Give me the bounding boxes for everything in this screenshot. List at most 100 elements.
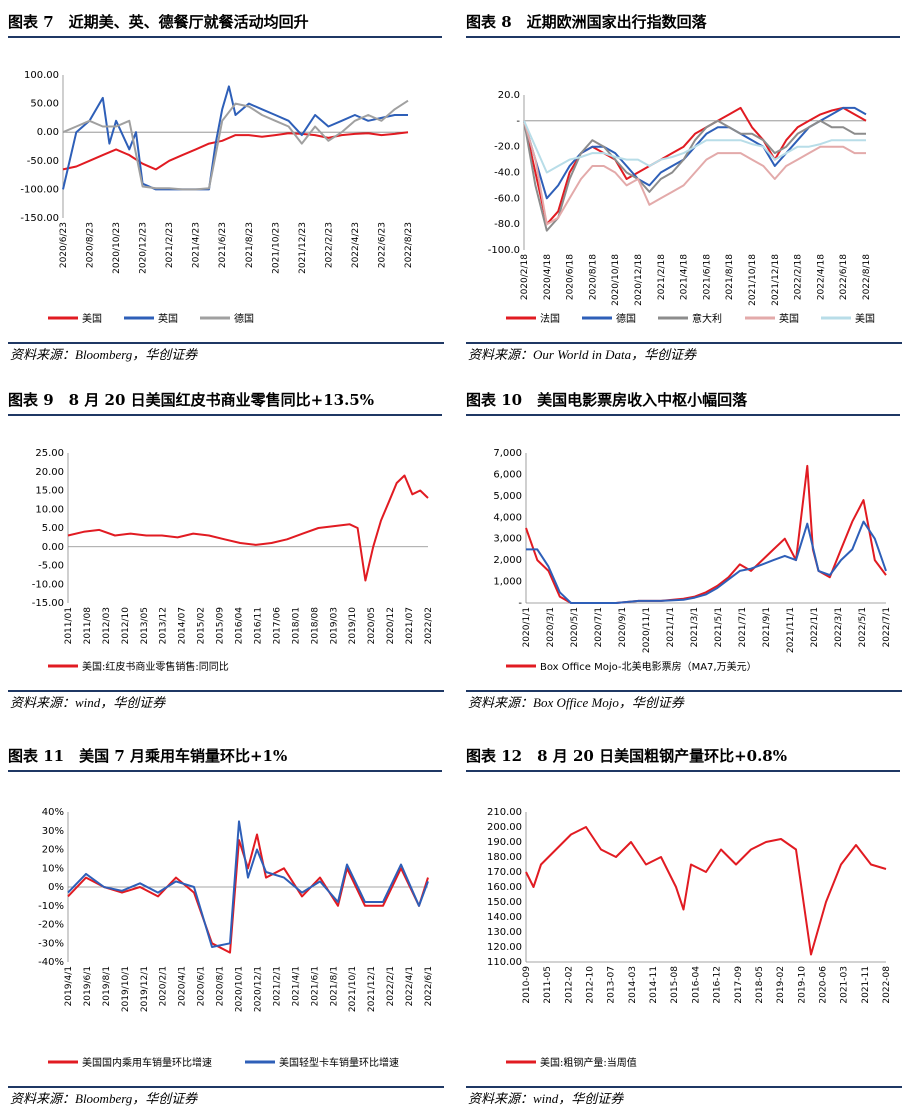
- x-tick-label: 2022/7/1: [882, 607, 892, 647]
- chart-source: 资料来源：Bloomberg，华创证券: [8, 1086, 444, 1110]
- legend-label: 美国:红皮书商业零售销售:同同比: [82, 660, 229, 673]
- x-tick-label: 2020/8/23: [86, 222, 96, 268]
- series-line-0: [62, 131, 409, 171]
- x-tick-label: 2018/01: [291, 607, 301, 644]
- y-tick-label: 5.00: [42, 523, 64, 534]
- legend-label: 美国: [855, 312, 875, 325]
- x-tick-label: 2011-05: [543, 966, 553, 1004]
- legend-label: 德国: [234, 312, 254, 325]
- y-tick-label: -: [516, 116, 520, 127]
- x-tick-label: 2012-10: [586, 966, 596, 1004]
- x-tick-label: 2021/2/23: [165, 222, 175, 268]
- chart-svg: 25.00 20.00 15.00 10.00 5.00 0.00 -5.00 -10.00 -…: [32, 448, 434, 673]
- y-tick-label: 120.00: [487, 942, 522, 953]
- y-tick-label: 4,000: [493, 512, 522, 523]
- y-tick-label: -60.0: [494, 193, 520, 204]
- y-tick-label: -80.0: [494, 219, 520, 230]
- y-tick-label: 140.00: [487, 912, 522, 923]
- x-tick-label: 2022/6/23: [377, 222, 387, 268]
- x-tick-label: 2016-12: [713, 966, 723, 1004]
- series-line-0: [525, 826, 887, 956]
- y-tick-label: 0.00: [37, 127, 59, 138]
- y-tick-label: 190.00: [487, 837, 522, 848]
- x-tick-label: 2020/3/1: [546, 607, 556, 647]
- x-tick-label: 2015/09: [216, 607, 226, 645]
- chart-svg: 7,0006,0005,0004,0003,0002,0001,000-2020…: [493, 448, 892, 673]
- x-tick-label: 2021-03: [840, 966, 850, 1004]
- x-tick-label: 2022/4/1: [405, 966, 415, 1006]
- x-tick-label: 2019/8/1: [102, 966, 112, 1006]
- x-tick-label: 2016/04: [235, 607, 245, 645]
- x-tick-label: 2022/2/18: [794, 254, 804, 300]
- x-tick-label: 2022/2/23: [324, 222, 334, 268]
- legend-label: Box Office Mojo-北美电影票房（MA7,万美元）: [540, 660, 757, 673]
- chart-source: 资料来源：wind，华创证券: [8, 690, 444, 714]
- series-line-1: [67, 820, 429, 948]
- x-tick-label: 2019-02: [776, 966, 786, 1004]
- y-tick-label: 200.00: [487, 822, 522, 833]
- legend-label: 意大利: [692, 312, 722, 325]
- y-tick-label: 10%: [42, 863, 64, 874]
- x-tick-label: 2021/2/1: [272, 966, 282, 1006]
- x-tick-label: 2020/10/18: [611, 254, 621, 306]
- x-tick-label: 2019/4/1: [64, 966, 74, 1006]
- y-tick-label: 110.00: [487, 957, 522, 968]
- y-tick-label: 130.00: [487, 927, 522, 938]
- x-tick-label: 2022/1/1: [810, 607, 820, 647]
- x-tick-label: 2022/8/18: [862, 254, 872, 300]
- x-tick-label: 2020/11/1: [642, 607, 652, 653]
- y-tick-label: -40.0: [494, 168, 520, 179]
- y-tick-label: 5,000: [493, 491, 522, 502]
- y-tick-label: -150.00: [20, 213, 59, 224]
- chart-title: 图表 12 8 月 20 日美国粗钢产量环比+0.8%: [466, 742, 900, 772]
- x-tick-label: 2013/05: [140, 607, 150, 644]
- chart-svg: 40% 30% 20% 10% 0% -10% -20% -30% -40%2019/4/1 20…: [38, 807, 434, 1069]
- x-tick-label: 2022/2/1: [386, 966, 396, 1006]
- y-tick-label: 20.0: [498, 90, 520, 101]
- chart-title: 图表 10 美国电影票房收入中枢小幅回落: [466, 386, 900, 416]
- x-tick-label: 2021/4/1: [291, 966, 301, 1006]
- series-line-1: [526, 520, 887, 604]
- x-tick-label: 2021/8/23: [245, 222, 255, 268]
- chart-area: 20.0 - -20.0 -40.0 -60.0 -80.0 -100.0 2020/2/18…: [466, 40, 900, 340]
- chart-area: 100.00 50.00 0.00 -50.00 -100.00 -150.00 2020/…: [8, 40, 442, 340]
- x-tick-label: 2021/4/23: [192, 222, 202, 268]
- x-tick-label: 2022-08: [882, 966, 892, 1004]
- x-tick-label: 2020/7/1: [594, 607, 604, 647]
- series-line-3: [523, 120, 866, 226]
- chart-source: 资料来源：Bloomberg，华创证券: [8, 342, 444, 366]
- legend-label: 英国: [779, 312, 799, 325]
- series-line-0: [67, 474, 429, 582]
- y-tick-label: 20.00: [35, 467, 64, 478]
- x-tick-label: 2020/1/1: [522, 607, 532, 647]
- x-tick-label: 2021/6/1: [310, 966, 320, 1006]
- x-tick-label: 2022/3/1: [834, 607, 844, 647]
- x-tick-label: 2020/2/1: [159, 966, 169, 1006]
- x-tick-label: 2020/2/18: [520, 254, 530, 300]
- x-tick-label: 2021/8/1: [329, 966, 339, 1006]
- x-tick-label: 2020/12: [386, 607, 396, 644]
- x-tick-label: 2020/12/23: [139, 222, 149, 274]
- y-tick-label: 50.00: [30, 99, 59, 110]
- x-tick-label: 2013/12: [159, 607, 169, 644]
- x-tick-label: 2011/01: [64, 607, 74, 644]
- x-tick-label: 2021/10/18: [748, 254, 758, 306]
- x-tick-label: 2021/12/18: [771, 254, 781, 306]
- y-tick-label: 10.00: [35, 504, 64, 515]
- chart-source: 资料来源：wind，华创证券: [466, 1086, 902, 1110]
- chart-area: 210.00 200.00 190.00 180.00 170.00 160.00 150.…: [466, 774, 900, 1084]
- y-tick-label: -5.00: [38, 561, 64, 572]
- x-tick-label: 2014-11: [649, 966, 659, 1004]
- y-tick-label: 20%: [42, 845, 64, 856]
- y-tick-label: 150.00: [487, 897, 522, 908]
- x-tick-label: 2020/10/1: [235, 966, 245, 1012]
- x-tick-label: 2020/6/1: [197, 966, 207, 1006]
- x-tick-label: 2020/6/23: [59, 222, 69, 268]
- x-tick-label: 2019/6/1: [83, 966, 93, 1006]
- x-tick-label: 2022/4/18: [816, 254, 826, 300]
- x-tick-label: 2021/10/23: [271, 222, 281, 274]
- y-tick-label: 1,000: [493, 577, 522, 588]
- x-tick-label: 2021-11: [861, 966, 871, 1004]
- x-tick-label: 2022/4/23: [351, 222, 361, 268]
- chart-area: 7,000 6,000 5,000 4,000 3,000 2,000 1,000-2020…: [466, 418, 900, 688]
